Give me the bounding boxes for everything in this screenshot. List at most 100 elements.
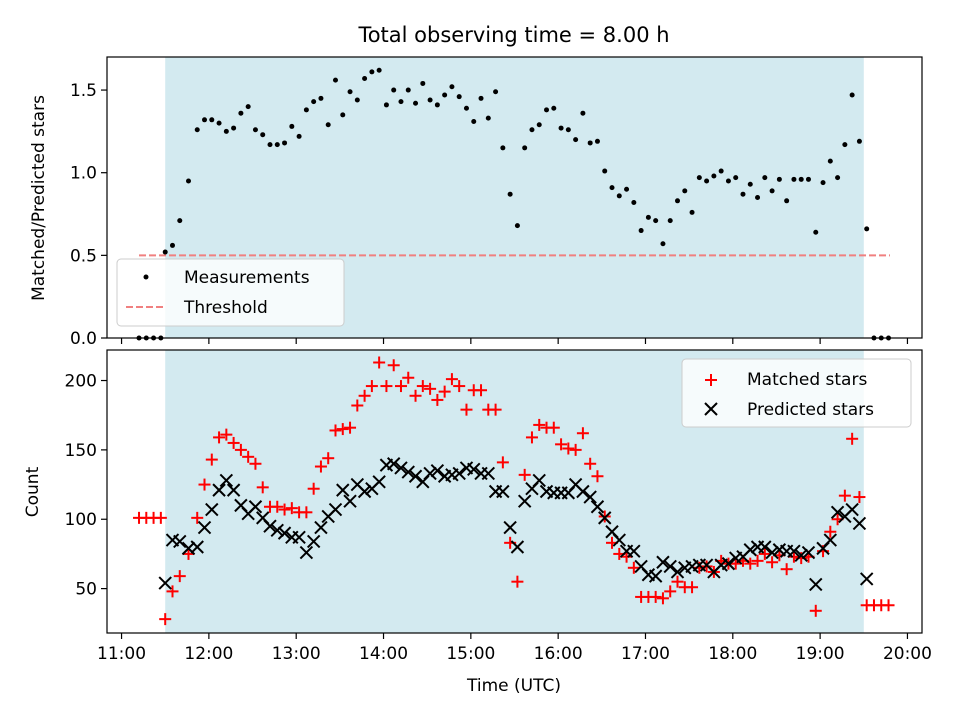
- predicted-star-point: [859, 572, 874, 586]
- measurement-point: [420, 80, 426, 86]
- measurement-point: [675, 198, 680, 204]
- measurements-legend-marker: [143, 274, 149, 280]
- measurement-point: [252, 127, 258, 133]
- measurement-point: [529, 127, 535, 133]
- matched-star-point: [838, 489, 851, 502]
- measurement-point: [194, 127, 200, 133]
- matched-star-point: [758, 547, 771, 560]
- measurement-point: [805, 176, 811, 182]
- measurement-point: [296, 133, 302, 139]
- matched-star-point: [656, 592, 669, 605]
- bottom-panel: 50 100 150 200 11:00 12:00 13:00 14:00 15:00 16:…: [23, 349, 932, 696]
- x-tick-label: 20:00: [883, 644, 932, 664]
- matched-star-point: [664, 585, 677, 598]
- predicted-star-point: [743, 543, 757, 557]
- measurement-point: [609, 185, 615, 191]
- matched-star-point: [173, 570, 186, 583]
- measurement-point: [682, 188, 688, 194]
- predicted-star-point: [845, 502, 859, 517]
- measurement-point: [485, 115, 491, 121]
- x-tick-label: 17:00: [621, 644, 670, 664]
- measurement-point: [602, 168, 608, 174]
- measurement-point: [820, 180, 826, 186]
- measurement-point: [391, 87, 397, 93]
- measurement-point: [842, 142, 848, 148]
- matched-star-point: [576, 427, 589, 440]
- matched-star-point: [191, 511, 204, 524]
- matched-star-point: [686, 581, 699, 594]
- matched-star-point: [394, 380, 407, 393]
- measurement-point: [791, 176, 797, 182]
- predicted-star-point: [663, 559, 677, 574]
- y-tick-label: 50: [75, 580, 97, 600]
- measurement-point: [202, 117, 208, 123]
- measurement-point: [325, 122, 331, 128]
- predicted-star-point: [598, 511, 612, 525]
- predicted-star-point: [306, 534, 321, 549]
- matched-star-point: [307, 482, 320, 495]
- measurement-point: [725, 178, 731, 184]
- x-tick-label: 12:00: [184, 644, 233, 664]
- measurement-point: [442, 92, 448, 98]
- x-axis-label: Time (UTC): [466, 676, 561, 696]
- predicted-star-point: [357, 484, 372, 499]
- predicted-star-point: [721, 556, 736, 571]
- matched-star-point: [591, 470, 604, 483]
- matched-star-point: [285, 502, 298, 515]
- matched-star-point: [256, 481, 269, 494]
- matched-star-point: [249, 457, 262, 470]
- matched-star-point: [416, 380, 429, 393]
- measurement-points: [136, 67, 892, 341]
- matched-star-point: [300, 506, 313, 519]
- measurement-point: [169, 242, 175, 248]
- measurement-point: [733, 175, 739, 181]
- measurement-point: [718, 168, 724, 174]
- predicted-star-point: [758, 540, 772, 554]
- predicted-star-point: [219, 473, 234, 488]
- predicted-star-point: [656, 555, 670, 569]
- measurement-point: [594, 138, 600, 144]
- predicted-star-point: [401, 465, 415, 479]
- measurement-point: [186, 178, 191, 184]
- threshold-legend-label: Threshold: [183, 298, 268, 318]
- measurement-point: [354, 97, 360, 103]
- matched-star-point: [846, 432, 859, 445]
- x-tick-label: 19:00: [796, 644, 845, 664]
- measurement-point: [776, 176, 782, 182]
- predicted-star-point: [328, 502, 343, 517]
- measurement-point: [369, 69, 375, 75]
- matched-star-point: [166, 585, 179, 598]
- matched-star-point: [182, 547, 195, 560]
- predicted-star-point: [270, 523, 284, 538]
- measurement-point: [856, 138, 862, 144]
- predicted-star-point: [583, 490, 597, 504]
- predicted-star-point: [394, 461, 408, 475]
- predicted-star-point: [496, 484, 510, 499]
- y-tick-label: 0.0: [70, 329, 97, 349]
- predicted-star-point: [423, 466, 437, 481]
- matched-star-point: [314, 460, 327, 473]
- matched-star-point: [525, 431, 538, 444]
- top-legend-box: [116, 258, 345, 327]
- y-tick-label: 100: [65, 510, 97, 530]
- matched-star-point: [671, 575, 684, 588]
- matched-star-point: [533, 418, 546, 431]
- measurement-point: [449, 84, 455, 90]
- measurement-point: [177, 218, 183, 224]
- measurement-point: [587, 140, 593, 146]
- predicted-star-point: [158, 576, 172, 590]
- measurement-point: [784, 198, 790, 204]
- measurement-point: [551, 105, 557, 111]
- matched-star-point: [322, 452, 335, 465]
- predicted-star-point: [467, 462, 481, 477]
- matched-star-point: [351, 399, 364, 412]
- predicted-star-point: [517, 494, 532, 508]
- measurement-point: [827, 158, 833, 164]
- measurement-point: [238, 110, 244, 116]
- measurement-point: [660, 241, 666, 247]
- measurement-point: [645, 214, 651, 220]
- matched-star-point: [584, 457, 597, 470]
- matched-star-point: [227, 436, 240, 449]
- matched-star-point: [496, 456, 509, 469]
